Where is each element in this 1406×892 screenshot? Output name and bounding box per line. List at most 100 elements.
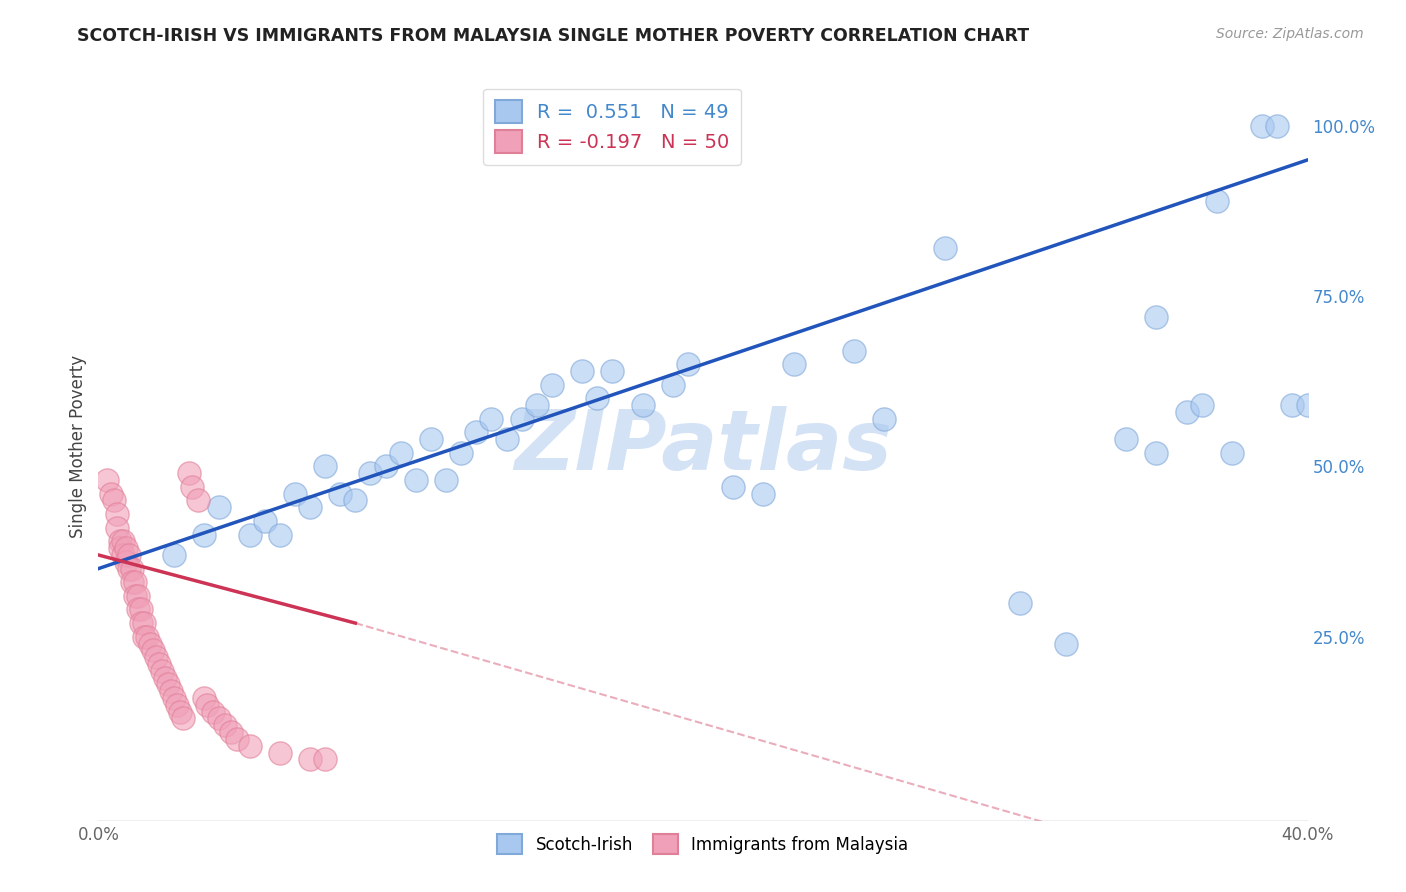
Point xyxy=(1206,194,1229,208)
Point xyxy=(344,493,367,508)
Point xyxy=(676,357,699,371)
Point xyxy=(269,527,291,541)
Point xyxy=(124,575,146,590)
Point xyxy=(844,343,866,358)
Point xyxy=(253,514,276,528)
Point xyxy=(156,677,179,691)
Point xyxy=(179,467,201,481)
Point xyxy=(571,364,593,378)
Point xyxy=(389,446,412,460)
Point xyxy=(193,527,215,541)
Point xyxy=(96,473,118,487)
Point xyxy=(299,752,322,766)
Point xyxy=(329,486,352,500)
Text: ZIPatlas: ZIPatlas xyxy=(515,406,891,486)
Point xyxy=(481,411,503,425)
Point xyxy=(163,548,186,562)
Point xyxy=(540,377,562,392)
Point xyxy=(187,493,209,508)
Point xyxy=(661,377,683,392)
Point xyxy=(1144,310,1167,324)
Point xyxy=(405,473,427,487)
Point xyxy=(118,548,141,562)
Point xyxy=(1281,398,1303,412)
Point xyxy=(510,411,533,425)
Point xyxy=(450,446,472,460)
Point xyxy=(118,561,141,575)
Point xyxy=(121,575,143,590)
Point xyxy=(1267,119,1289,133)
Point xyxy=(145,650,167,665)
Point xyxy=(1054,636,1077,650)
Point xyxy=(434,473,457,487)
Point xyxy=(269,746,291,760)
Point xyxy=(299,500,322,515)
Point xyxy=(226,731,249,746)
Point xyxy=(602,364,624,378)
Point xyxy=(284,486,307,500)
Point xyxy=(142,643,165,657)
Point xyxy=(752,486,775,500)
Point xyxy=(127,602,149,616)
Point xyxy=(114,555,136,569)
Point xyxy=(129,616,152,631)
Y-axis label: Single Mother Poverty: Single Mother Poverty xyxy=(69,354,87,538)
Point xyxy=(934,242,956,256)
Point xyxy=(202,705,225,719)
Text: Source: ZipAtlas.com: Source: ZipAtlas.com xyxy=(1216,27,1364,41)
Point xyxy=(465,425,488,440)
Point xyxy=(208,711,231,725)
Point xyxy=(135,630,157,644)
Point xyxy=(214,718,236,732)
Point xyxy=(148,657,170,671)
Point xyxy=(1144,446,1167,460)
Point xyxy=(208,500,231,515)
Point xyxy=(105,507,128,521)
Point xyxy=(163,691,186,706)
Point xyxy=(723,480,745,494)
Point xyxy=(108,541,131,556)
Point xyxy=(121,561,143,575)
Point xyxy=(314,752,336,766)
Point xyxy=(631,398,654,412)
Point xyxy=(1220,446,1243,460)
Point xyxy=(221,725,243,739)
Point xyxy=(783,357,806,371)
Legend: Scotch-Irish, Immigrants from Malaysia: Scotch-Irish, Immigrants from Malaysia xyxy=(491,828,915,861)
Point xyxy=(124,589,146,603)
Point xyxy=(100,486,122,500)
Point xyxy=(111,534,134,549)
Point xyxy=(314,459,336,474)
Point xyxy=(1191,398,1213,412)
Point xyxy=(114,541,136,556)
Point xyxy=(195,698,218,712)
Point xyxy=(374,459,396,474)
Point xyxy=(172,711,194,725)
Point xyxy=(108,534,131,549)
Point xyxy=(873,411,896,425)
Point xyxy=(103,493,125,508)
Point xyxy=(193,691,215,706)
Point xyxy=(111,548,134,562)
Point xyxy=(1175,405,1198,419)
Text: SCOTCH-IRISH VS IMMIGRANTS FROM MALAYSIA SINGLE MOTHER POVERTY CORRELATION CHART: SCOTCH-IRISH VS IMMIGRANTS FROM MALAYSIA… xyxy=(77,27,1029,45)
Point xyxy=(1115,432,1137,446)
Point xyxy=(420,432,443,446)
Point xyxy=(1296,398,1319,412)
Point xyxy=(105,521,128,535)
Point xyxy=(495,432,517,446)
Point xyxy=(586,392,609,406)
Point xyxy=(239,739,262,753)
Point xyxy=(129,602,152,616)
Point xyxy=(132,630,155,644)
Point xyxy=(526,398,548,412)
Point xyxy=(181,480,204,494)
Point xyxy=(239,527,262,541)
Point xyxy=(360,467,382,481)
Point xyxy=(166,698,188,712)
Point xyxy=(160,684,183,698)
Point xyxy=(127,589,149,603)
Point xyxy=(132,616,155,631)
Point xyxy=(139,636,162,650)
Point xyxy=(150,664,173,678)
